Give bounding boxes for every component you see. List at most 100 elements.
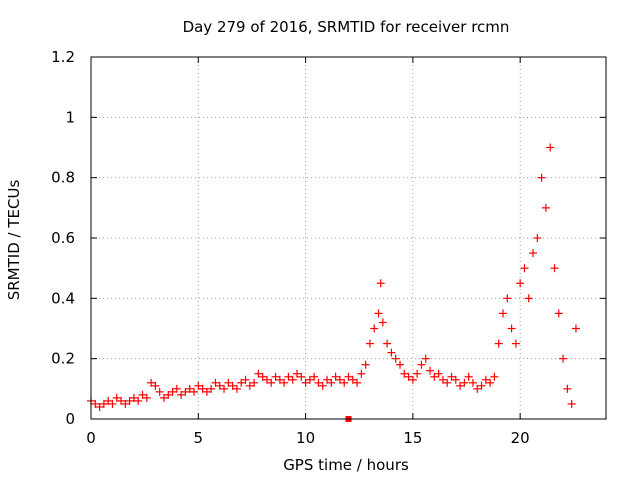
data-point xyxy=(563,384,572,393)
data-point xyxy=(194,381,203,390)
data-point xyxy=(451,375,460,384)
y-axis-ticks: 0 0.2 0.4 0.6 0.8 1 1.2 xyxy=(51,48,606,428)
data-point xyxy=(464,372,473,381)
data-point xyxy=(99,399,108,408)
data-point xyxy=(400,369,409,378)
data-point xyxy=(374,309,383,318)
data-point xyxy=(164,390,173,399)
data-point xyxy=(344,372,353,381)
x-tick-label: 10 xyxy=(296,429,315,447)
data-point xyxy=(177,390,186,399)
data-point xyxy=(207,384,216,393)
data-point xyxy=(348,375,357,384)
data-point xyxy=(550,264,559,273)
data-point xyxy=(430,372,439,381)
data-point xyxy=(335,375,344,384)
data-point xyxy=(117,396,126,405)
data-point xyxy=(559,354,568,363)
data-point xyxy=(507,324,516,333)
data-point xyxy=(353,378,362,387)
x-tick-label: 15 xyxy=(403,429,422,447)
data-point xyxy=(456,381,465,390)
data-point xyxy=(271,372,280,381)
data-point xyxy=(215,381,224,390)
data-point xyxy=(370,324,379,333)
data-point xyxy=(198,384,207,393)
data-point xyxy=(391,354,400,363)
data-point xyxy=(159,393,168,402)
data-point xyxy=(155,387,164,396)
data-point xyxy=(361,360,370,369)
y-axis-label: SRMTID / TECUs xyxy=(5,180,23,301)
data-point xyxy=(378,318,387,327)
data-point xyxy=(426,366,435,375)
chart-title: Day 279 of 2016, SRMTID for receiver rcm… xyxy=(183,18,510,36)
data-point xyxy=(499,309,507,318)
data-point xyxy=(202,387,211,396)
data-point xyxy=(147,378,156,387)
data-point xyxy=(376,279,385,288)
data-point xyxy=(301,378,310,387)
data-point xyxy=(129,393,138,402)
data-point xyxy=(95,402,104,411)
data-point xyxy=(211,378,220,387)
data-point xyxy=(318,381,327,390)
x-tick-label: 0 xyxy=(86,429,96,447)
plot-border xyxy=(90,56,607,420)
y-tick-label: 0.2 xyxy=(51,350,75,368)
data-point xyxy=(421,354,430,363)
data-point xyxy=(404,372,413,381)
data-point xyxy=(413,369,422,378)
data-point xyxy=(396,360,404,369)
data-point xyxy=(237,378,246,387)
data-point xyxy=(293,369,301,378)
data-point xyxy=(172,384,181,393)
data-point xyxy=(245,381,254,390)
data-point xyxy=(288,375,297,384)
data-point xyxy=(168,387,177,396)
x-axis-ticks: 0 5 10 15 20 xyxy=(86,57,530,447)
y-tick-label: 0.6 xyxy=(51,229,75,247)
data-point xyxy=(529,249,538,258)
data-point xyxy=(91,399,100,408)
data-point xyxy=(314,378,323,387)
data-point xyxy=(224,378,233,387)
data-point xyxy=(567,399,576,408)
data-point xyxy=(481,375,490,384)
data-point xyxy=(142,393,151,402)
data-point xyxy=(365,339,374,348)
data-point xyxy=(323,375,332,384)
data-point xyxy=(477,381,486,390)
data-point xyxy=(258,372,267,381)
y-tick-label: 1 xyxy=(65,108,75,126)
data-point xyxy=(408,375,417,384)
data-point xyxy=(511,339,520,348)
data-point xyxy=(571,324,580,333)
data-point xyxy=(310,372,319,381)
data-point xyxy=(284,372,293,381)
data-point xyxy=(503,294,512,303)
data-point xyxy=(241,375,250,384)
y-tick-label: 0 xyxy=(65,410,75,428)
data-point xyxy=(554,309,563,318)
x-tick-label: 5 xyxy=(194,429,204,447)
data-point xyxy=(185,384,194,393)
data-point xyxy=(460,378,469,387)
data-point xyxy=(520,264,529,273)
data-points xyxy=(87,143,580,422)
data-point xyxy=(387,348,396,357)
data-point xyxy=(104,396,113,405)
data-point xyxy=(134,396,143,405)
data-point xyxy=(438,375,447,384)
data-point xyxy=(443,378,452,387)
data-point xyxy=(331,372,340,381)
x-tick-label: 20 xyxy=(511,429,530,447)
data-point xyxy=(280,378,289,387)
data-point xyxy=(434,369,443,378)
data-point xyxy=(112,393,121,402)
data-point xyxy=(468,378,477,387)
data-point xyxy=(305,375,314,384)
data-point xyxy=(220,384,229,393)
data-point xyxy=(340,378,349,387)
